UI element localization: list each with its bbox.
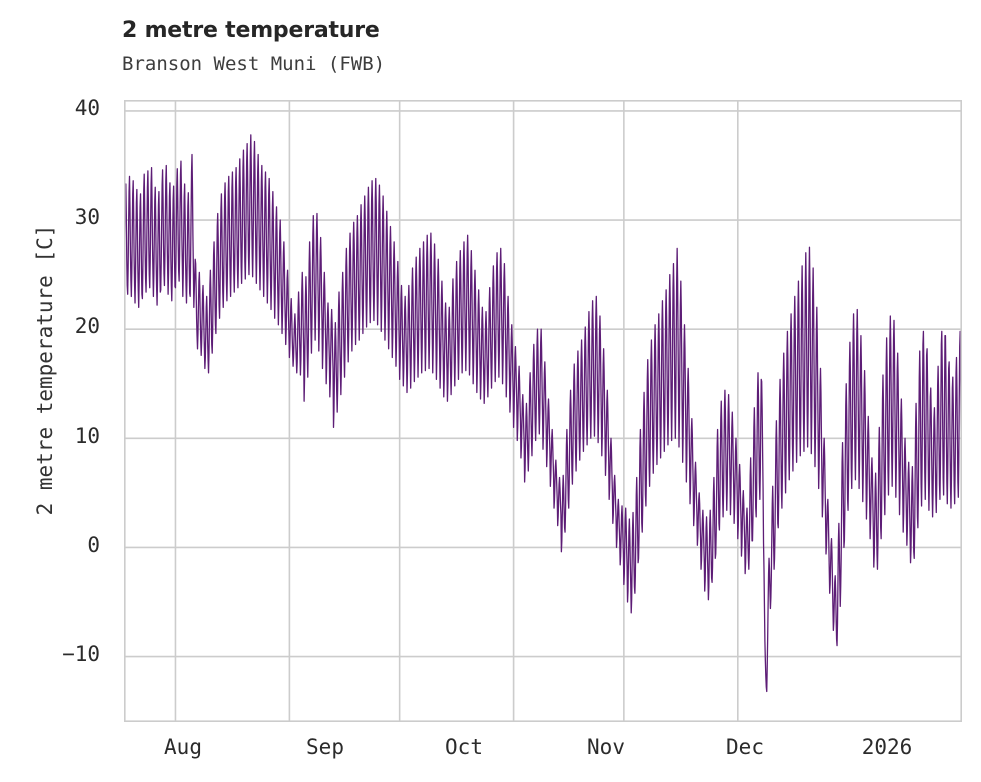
- y-tick-0: 0: [87, 533, 100, 557]
- timeseries-plot: [124, 100, 962, 722]
- x-tick-oct: Oct: [445, 735, 483, 759]
- plot-border: [124, 100, 962, 722]
- y-tick-10: 10: [74, 424, 100, 448]
- y-tick-30: 30: [74, 205, 100, 229]
- x-tick-dec: Dec: [726, 735, 764, 759]
- page-title: 2 metre temperature: [122, 18, 380, 43]
- y-tick-40: 40: [74, 96, 100, 120]
- chart-subtitle: Branson West Muni (FWB): [122, 53, 386, 75]
- x-tick-2026: 2026: [861, 735, 913, 759]
- x-tick-nov: Nov: [587, 735, 625, 759]
- plot-area: [124, 100, 962, 722]
- x-tick-aug: Aug: [164, 735, 202, 759]
- y-axis-label: 2 metre temperature [C]: [33, 224, 57, 516]
- temperature-line: [124, 134, 962, 693]
- vertical-gridlines: [174, 100, 739, 722]
- y-tick-20: 20: [74, 314, 100, 338]
- y-tick-minus10: −10: [62, 642, 100, 666]
- x-tick-sep: Sep: [306, 735, 344, 759]
